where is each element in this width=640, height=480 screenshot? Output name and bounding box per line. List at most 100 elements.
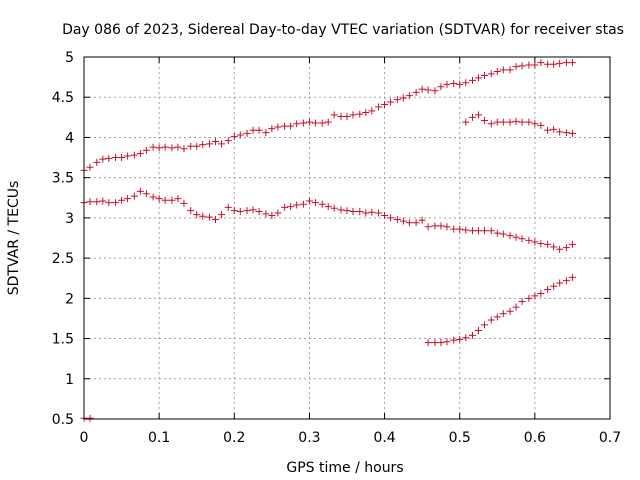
data-point <box>412 219 420 227</box>
data-point <box>550 60 558 68</box>
data-point <box>311 199 319 207</box>
data-point <box>481 72 489 80</box>
data-point <box>450 225 458 233</box>
data-point <box>356 207 364 215</box>
data-point <box>493 313 501 321</box>
data-point <box>105 154 113 162</box>
data-point <box>506 66 514 74</box>
data-point <box>174 195 182 203</box>
y-tick-label: 0.5 <box>52 412 74 428</box>
data-point <box>537 240 545 248</box>
series-outlier <box>80 414 94 422</box>
data-point <box>462 79 470 87</box>
data-point <box>443 80 451 88</box>
data-point <box>93 158 101 166</box>
data-point <box>343 207 351 215</box>
data-point <box>112 154 120 162</box>
data-point <box>537 59 545 67</box>
data-point <box>493 229 501 237</box>
data-point <box>274 123 282 131</box>
data-point <box>399 94 407 102</box>
data-point <box>518 298 526 306</box>
data-point <box>443 338 451 346</box>
data-point <box>531 120 539 128</box>
data-point <box>387 214 395 222</box>
data-point <box>424 339 432 347</box>
data-point <box>249 206 257 214</box>
data-point <box>243 129 251 137</box>
data-point <box>236 207 244 215</box>
data-point <box>375 209 383 217</box>
data-point <box>255 207 263 215</box>
data-point <box>506 232 514 240</box>
data-point <box>86 414 94 422</box>
data-point <box>180 199 188 207</box>
data-point <box>544 285 552 293</box>
x-tick-label: 0.5 <box>449 430 471 446</box>
data-point <box>568 240 576 248</box>
x-axis-title: GPS time / hours <box>286 460 403 476</box>
data-point <box>311 119 319 127</box>
data-point <box>481 321 489 329</box>
data-point <box>218 211 226 219</box>
data-point <box>431 339 439 347</box>
data-point <box>518 62 526 70</box>
data-point <box>293 120 301 128</box>
data-point <box>568 273 576 281</box>
data-point <box>299 119 307 127</box>
data-point <box>568 59 576 67</box>
data-point <box>518 118 526 126</box>
data-point <box>518 235 526 243</box>
data-point <box>562 129 570 137</box>
data-point <box>318 119 326 127</box>
x-tick-label: 0.4 <box>373 430 395 446</box>
data-point <box>487 227 495 235</box>
data-point <box>487 70 495 78</box>
data-point <box>218 140 226 148</box>
data-point <box>506 118 514 126</box>
data-point <box>499 310 507 318</box>
data-point <box>462 334 470 342</box>
data-point <box>356 110 364 118</box>
data-point <box>437 83 445 91</box>
data-point <box>281 122 289 130</box>
data-point <box>437 339 445 347</box>
y-tick-label: 4 <box>65 130 74 146</box>
data-point <box>287 122 295 130</box>
data-point <box>468 76 476 84</box>
data-point <box>375 103 383 111</box>
data-point <box>268 211 276 219</box>
data-point <box>142 190 150 198</box>
data-point <box>187 207 195 215</box>
x-tick-label: 0.2 <box>223 430 245 446</box>
data-point <box>481 227 489 235</box>
y-tick-label: 4.5 <box>52 90 74 106</box>
data-point <box>343 113 351 121</box>
data-point <box>506 307 514 315</box>
data-points <box>80 59 576 422</box>
data-point <box>493 67 501 75</box>
data-point <box>268 125 276 133</box>
x-tick-label: 0.7 <box>599 430 621 446</box>
data-point <box>230 133 238 141</box>
data-point <box>124 152 132 160</box>
data-point <box>424 223 432 231</box>
y-tick-label: 3 <box>65 211 74 227</box>
y-axis-title: SDTVAR / TECUs <box>6 181 22 296</box>
data-point <box>456 80 464 88</box>
data-point <box>550 125 558 133</box>
data-point <box>562 244 570 252</box>
y-tick-label: 5 <box>65 50 74 66</box>
data-point <box>525 118 533 126</box>
data-point <box>337 206 345 214</box>
data-point <box>531 292 539 300</box>
data-point <box>324 203 332 211</box>
data-point <box>487 120 495 128</box>
data-point <box>512 117 520 125</box>
data-point <box>130 151 138 159</box>
data-point <box>362 109 370 117</box>
data-point <box>556 59 564 67</box>
data-point <box>349 111 357 119</box>
data-point <box>462 118 470 126</box>
chart-title: Day 086 of 2023, Sidereal Day-to-day VTE… <box>62 22 624 38</box>
